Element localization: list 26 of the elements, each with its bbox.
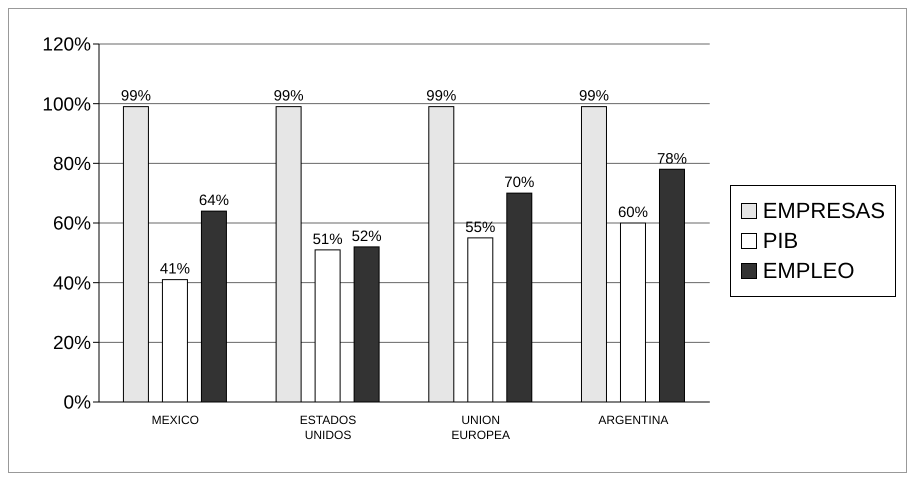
data-label: 99% xyxy=(426,88,456,105)
data-label: 99% xyxy=(274,88,304,105)
data-label: 55% xyxy=(465,218,496,236)
x-tick-label: ESTADOS UNIDOS xyxy=(300,413,356,442)
y-tick-label: 20% xyxy=(52,333,92,354)
data-label: 99% xyxy=(120,88,151,105)
x-tick-label: UNION EUROPEA xyxy=(451,413,510,442)
data-label: 99% xyxy=(578,88,609,105)
data-label: 52% xyxy=(352,228,382,245)
data-label: 41% xyxy=(160,260,190,278)
y-tick-label: 40% xyxy=(52,273,92,294)
legend-label: EMPRESAS xyxy=(762,198,885,224)
data-label: 70% xyxy=(504,174,534,192)
y-tick-label: 60% xyxy=(52,214,92,235)
legend-label: EMPLEO xyxy=(762,258,854,284)
y-tick-label: 100% xyxy=(42,94,92,116)
y-tick-label: 0% xyxy=(64,392,92,414)
data-label: 60% xyxy=(618,204,648,221)
data-label: 78% xyxy=(656,150,687,168)
legend-label: PIB xyxy=(762,228,798,254)
x-tick-label: MEXICO xyxy=(152,413,200,427)
y-tick-label: 120% xyxy=(42,34,92,56)
data-label: 64% xyxy=(198,192,229,210)
data-label: 51% xyxy=(312,230,343,248)
x-tick-label: ARGENTINA xyxy=(598,413,668,427)
y-tick-label: 80% xyxy=(52,154,92,176)
